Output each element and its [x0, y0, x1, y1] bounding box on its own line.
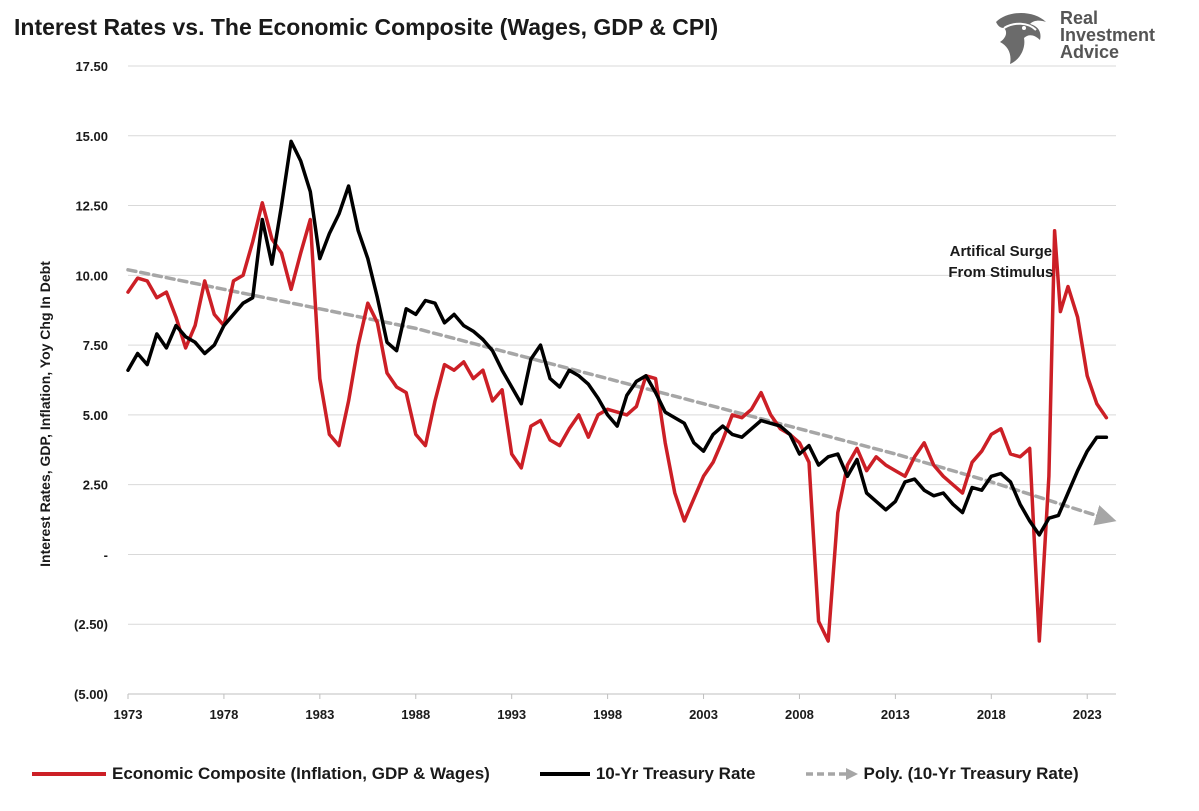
logo: Real Investment Advice [990, 8, 1190, 66]
eagle-head-icon [996, 13, 1046, 64]
logo-line-3: Advice [1060, 42, 1120, 62]
legend-label-composite: Economic Composite (Inflation, GDP & Wag… [112, 764, 490, 783]
logo-line-2: Investment [1060, 25, 1156, 45]
annotation-line-2: From Stimulus [948, 264, 1053, 281]
y-axis-label: Interest Rates, GDP, Inflation, Yoy Chg … [37, 261, 53, 567]
y-tick-label: 2.50 [83, 478, 108, 493]
legend-item-composite: Economic Composite (Inflation, GDP & Wag… [30, 764, 490, 784]
chart-title: Interest Rates vs. The Economic Composit… [14, 14, 719, 40]
x-tick-label: 1983 [305, 707, 334, 722]
series [126, 139, 1117, 643]
y-tick-label: (2.50) [74, 617, 108, 632]
y-tick-label: 7.50 [83, 338, 108, 353]
grid [128, 65, 1116, 695]
x-tick-label: 2023 [1073, 707, 1102, 722]
x-axis-ticks: 1973 1978 1983 1988 1993 1998 2003 2008 2013 2018… [114, 694, 1102, 722]
legend-swatch-treasury [539, 772, 590, 776]
legend-label-treasury: 10-Yr Treasury Rate [595, 764, 756, 783]
series-line-trend [126, 268, 1117, 526]
series-line-10yr-treasury [126, 139, 1109, 537]
x-tick-label: 2013 [881, 707, 910, 722]
annotation-line-1: Artifical Surge [950, 243, 1053, 260]
x-tick-label: 2018 [977, 707, 1006, 722]
legend-item-treasury: 10-Yr Treasury Rate [538, 764, 756, 784]
x-tick-label: 2003 [689, 707, 718, 722]
legend-swatch-trend [805, 768, 858, 780]
y-tick-label: - [104, 547, 108, 562]
y-tick-label: 10.00 [75, 268, 108, 283]
x-tick-label: 1988 [401, 707, 430, 722]
logo-line-1: Real [1060, 8, 1099, 28]
legend-label-trend: Poly. (10-Yr Treasury Rate) [863, 764, 1079, 783]
y-axis-ticks: (5.00) (2.50) - 2.50 5.00 7.50 10.00 12.50 15.00… [74, 59, 108, 702]
y-tick-label: 15.00 [75, 129, 108, 144]
x-tick-label: 1998 [593, 707, 622, 722]
y-tick-label: 17.50 [75, 59, 108, 74]
y-tick-label: 5.00 [83, 408, 108, 423]
x-tick-label: 1973 [114, 707, 143, 722]
y-tick-label: 12.50 [75, 199, 108, 214]
x-tick-label: 1993 [497, 707, 526, 722]
x-tick-label: 1978 [209, 707, 238, 722]
logo-text: Real Investment Advice [1060, 8, 1156, 62]
legend-item-trend: Poly. (10-Yr Treasury Rate) [804, 764, 1079, 784]
legend-swatch-composite [32, 772, 106, 776]
legend: Economic Composite (Inflation, GDP & Wag… [30, 760, 1190, 788]
x-tick-label: 2008 [785, 707, 814, 722]
y-tick-label: (5.00) [74, 687, 108, 702]
